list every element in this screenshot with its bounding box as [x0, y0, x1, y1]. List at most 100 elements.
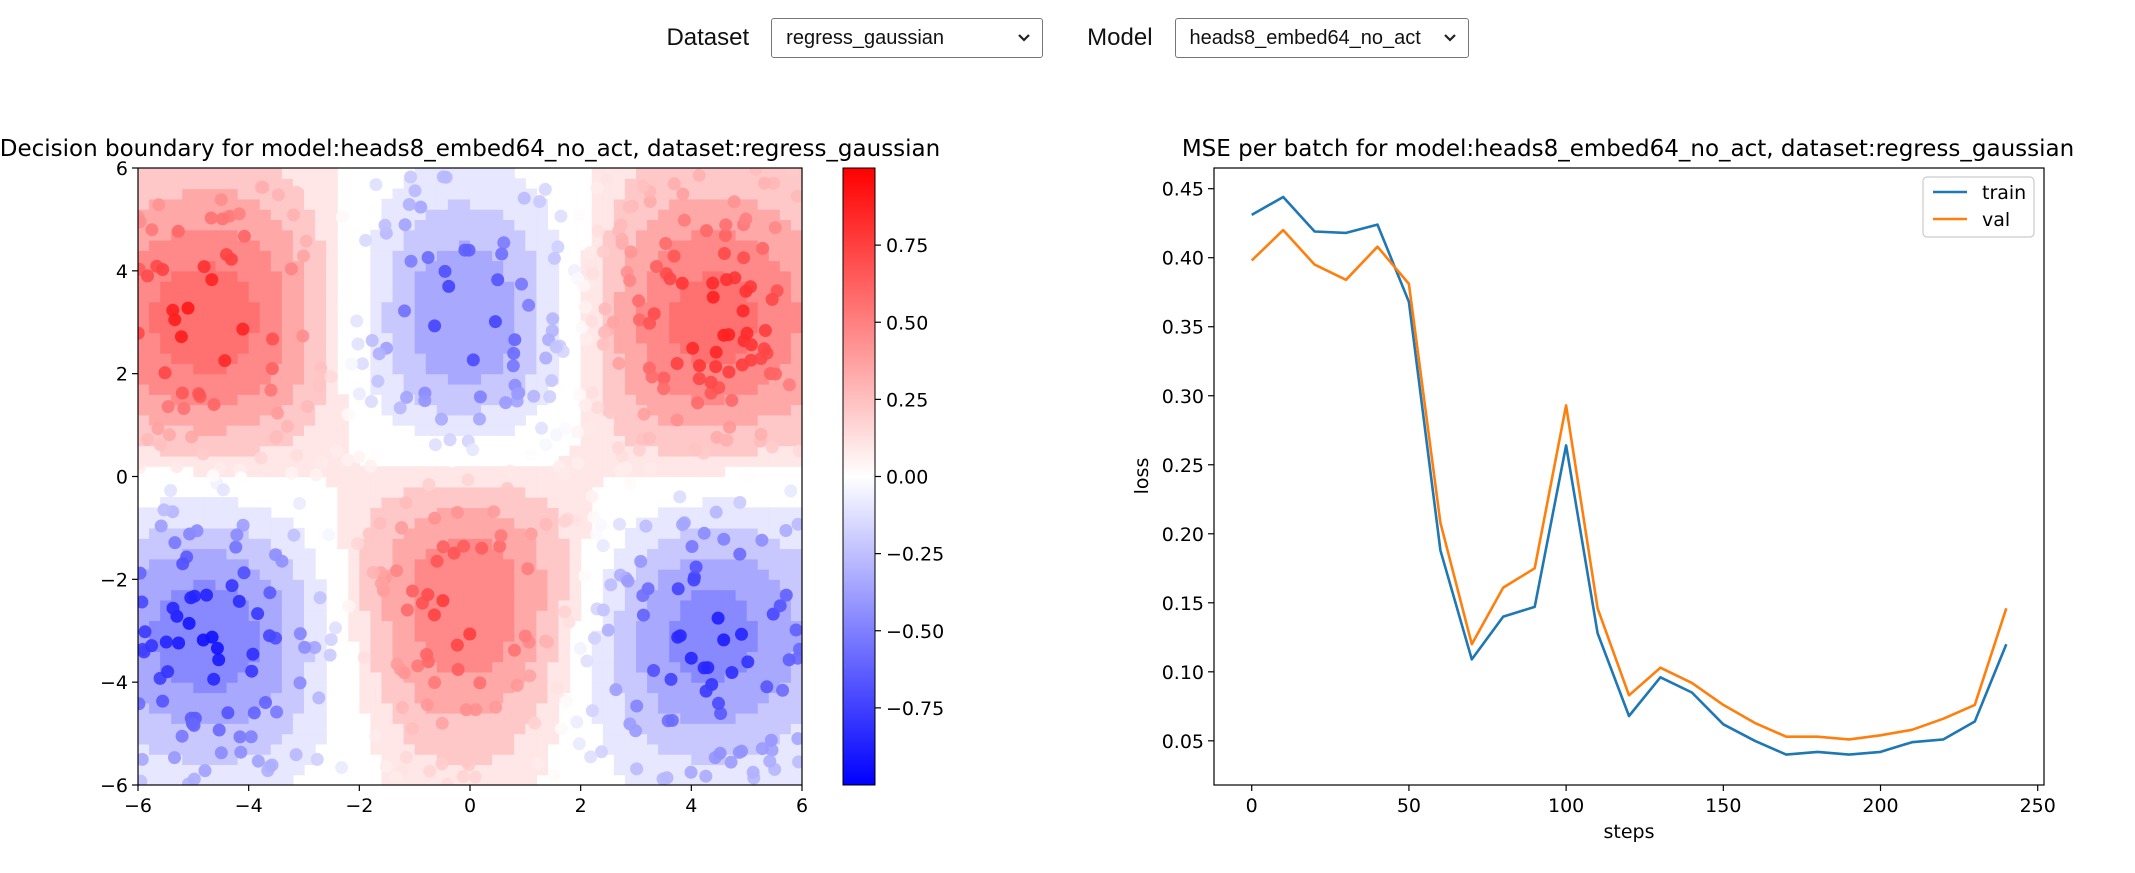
scatter-point: [758, 324, 772, 337]
contour-cell: [536, 311, 549, 323]
contour-cell: [503, 229, 515, 241]
contour-cell: [702, 363, 715, 375]
contour-cell: [680, 291, 692, 303]
contour-cell: [359, 702, 371, 714]
model-select[interactable]: heads8_embed64_no_act: [1174, 18, 1469, 58]
scatter-point: [420, 648, 434, 661]
contour-cell: [237, 692, 250, 704]
contour-cell: [381, 671, 394, 683]
contour-cell: [182, 558, 194, 570]
scatter-point: [351, 537, 364, 550]
contour-cell: [304, 404, 316, 416]
contour-cell: [470, 322, 482, 334]
contour-cell: [204, 548, 217, 560]
scatter-point: [152, 198, 166, 212]
contour-cell: [647, 404, 659, 416]
contour-cell: [304, 281, 316, 292]
scatter-point: [551, 689, 565, 703]
contour-cell: [149, 579, 161, 591]
contour-cell: [171, 527, 183, 539]
contour-cell: [436, 198, 449, 210]
contour-cell: [458, 507, 471, 519]
contour-cell: [702, 250, 715, 262]
contour-cell: [470, 363, 482, 375]
contour-cell: [215, 455, 228, 467]
contour-cell: [259, 219, 272, 231]
contour-cell: [790, 589, 802, 601]
scatter-point: [168, 536, 182, 550]
scatter-point: [508, 643, 521, 657]
contour-cell: [691, 425, 703, 436]
contour-cell: [624, 311, 637, 323]
contour-cell: [503, 291, 515, 303]
scatter-point: [585, 314, 599, 328]
contour-cell: [226, 754, 239, 766]
scatter-point: [210, 476, 224, 490]
contour-cell: [403, 404, 416, 416]
scatter-point: [421, 588, 435, 602]
contour-cell: [746, 630, 759, 642]
scatter-point: [263, 629, 276, 643]
contour-cell: [470, 260, 482, 272]
contour-cell: [458, 209, 471, 221]
contour-cell: [503, 764, 515, 776]
contour-cell: [204, 373, 217, 385]
contour-cell: [713, 569, 726, 580]
contour-cell: [204, 445, 217, 457]
contour-cell: [580, 383, 593, 395]
scatter-point: [184, 711, 198, 725]
contour-cell: [580, 517, 593, 529]
contour-cell: [381, 713, 394, 724]
contour-cell: [636, 733, 648, 745]
contour-cell: [779, 260, 792, 272]
scatter-point: [266, 332, 280, 346]
contour-cell: [514, 743, 526, 755]
contour-cell: [735, 764, 748, 776]
scatter-point: [637, 407, 651, 421]
contour-cell: [624, 610, 637, 622]
contour-cell: [215, 178, 228, 190]
contour-cell: [790, 425, 802, 436]
scatter-point: [630, 762, 644, 776]
contour-cell: [381, 754, 394, 766]
contour-cell: [768, 322, 781, 334]
dataset-select[interactable]: regress_gaussian: [771, 18, 1044, 58]
contour-cell: [248, 455, 261, 467]
contour-cell: [458, 641, 471, 652]
contour-cell: [292, 651, 305, 663]
colorbar-tick-label: 0.00: [886, 467, 928, 489]
contour-cell: [348, 620, 360, 632]
contour-cell: [215, 630, 228, 642]
contour-cell: [237, 414, 250, 426]
contour-cell: [669, 332, 681, 344]
contour-cell: [215, 682, 228, 694]
contour-cell: [746, 250, 759, 262]
contour-cell: [536, 270, 549, 282]
contour-cell: [481, 178, 493, 190]
x-tick-label: 200: [1862, 795, 1898, 817]
contour-cell: [724, 342, 737, 354]
scatter-point: [355, 357, 369, 371]
scatter-point: [567, 264, 581, 278]
scatter-point: [488, 315, 502, 329]
scatter-point: [792, 755, 802, 769]
contour-cell: [658, 692, 670, 704]
scatter-point: [706, 276, 720, 290]
scatter-point: [342, 599, 356, 613]
contour-cell: [724, 291, 737, 303]
scatter-point: [393, 401, 407, 415]
contour-cell: [636, 353, 648, 364]
contour-cell: [481, 620, 493, 632]
contour-cell: [359, 671, 371, 683]
contour-cell: [149, 743, 161, 755]
contour-cell: [624, 713, 637, 724]
contour-cell: [602, 209, 615, 221]
scatter-point: [456, 770, 470, 783]
contour-cell: [436, 579, 449, 591]
contour-cell: [248, 558, 261, 570]
contour-cell: [138, 630, 150, 642]
contour-cell: [691, 445, 703, 457]
contour-cell: [647, 455, 659, 467]
scatter-point: [442, 279, 456, 293]
scatter-point: [314, 361, 328, 375]
